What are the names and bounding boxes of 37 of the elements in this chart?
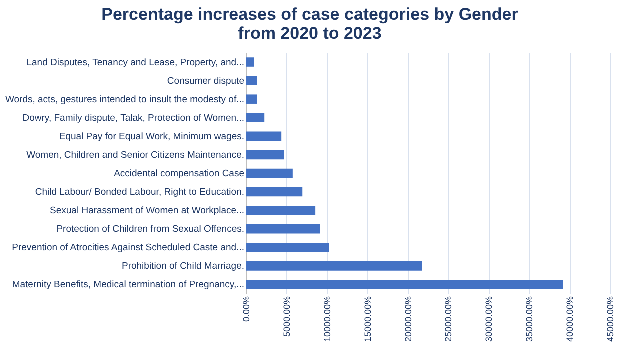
bar [246,224,320,234]
y-tick-label: Words, acts, gestures intended to insult the modesty of... [5,94,244,106]
bar [246,113,265,123]
bar [246,187,303,197]
bar [246,76,258,86]
x-tick-label: 10000.00% [322,296,332,342]
bar [246,58,254,67]
x-tick-label: 35000.00% [524,296,535,342]
x-tick-label: 0.00% [242,296,252,322]
x-tick-label: 45000.00% [606,296,616,342]
y-tick-label: Prevention of Atrocities Against Scheduled Caste and... [12,242,244,254]
y-tick-label: Maternity Benefits, Medical termination of Pregnancy,... [12,280,244,291]
x-tick-label: 5000.00% [282,296,292,338]
x-tick-label: 20000.00% [403,296,414,342]
x-tick-label: 30000.00% [484,296,494,342]
bar [246,132,282,142]
x-tick-label: 25000.00% [444,296,454,342]
y-tick-label: Accidental compensation Case [114,168,244,180]
y-tick-label: Protection of Children from Sexual Offences. [56,224,244,236]
chart-title: Percentage increases of case categories by Gender from 2020 to 2023 [102,5,519,43]
x-tick-label: 15000.00% [362,296,373,342]
y-tick-label: Equal Pay for Equal Work, Minimum wages. [59,131,244,142]
bar [246,94,258,104]
bar [246,280,564,290]
y-tick-label: Consumer dispute [167,76,244,87]
y-tick-label: Prohibition of Child Marriage. [122,261,244,272]
y-tick-label: Sexual Harassment of Women at Workplace... [50,206,244,217]
bar [246,243,330,252]
bar [246,150,284,160]
bar [246,262,422,271]
bar [246,168,293,178]
y-tick-label: Women, Children and Senior Citizens Maintenance. [26,150,244,161]
y-tick-label: Dowry, Family dispute, Talak, Protection of Women... [22,112,244,124]
bar [246,206,316,216]
y-tick-label: Land Disputes, Tenancy and Lease, Property, and... [26,57,244,68]
y-tick-label: Child Labour/ Bonded Labour, Right to Education. [35,187,244,198]
x-tick-label: 40000.00% [565,296,576,342]
